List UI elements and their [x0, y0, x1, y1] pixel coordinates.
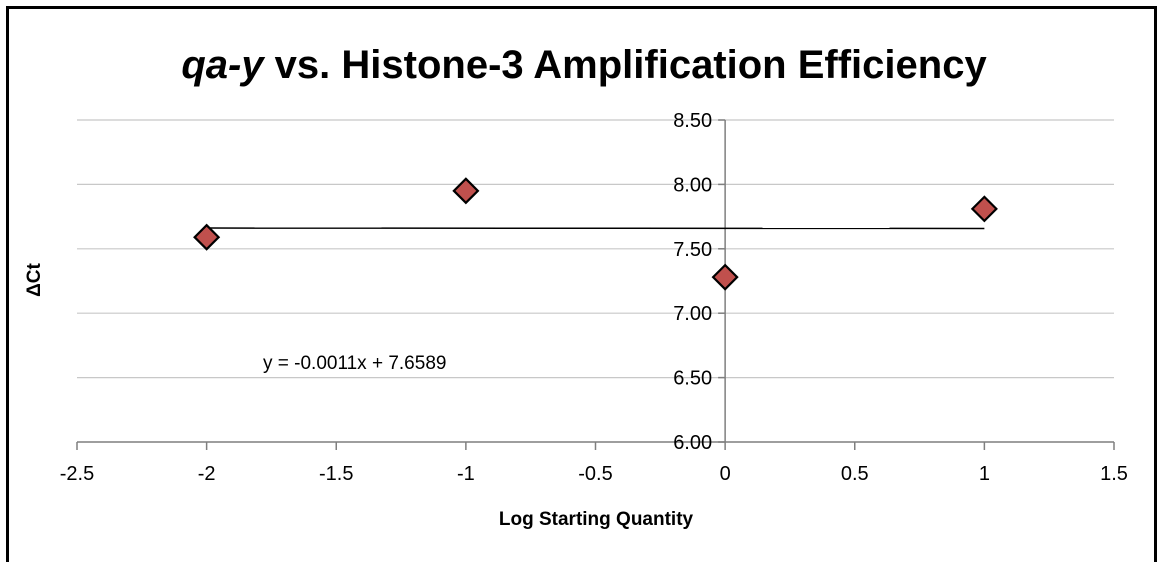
- data-points: [193, 177, 998, 291]
- x-tick-label: -2.5: [60, 463, 94, 485]
- y-axis-label: ΔCt: [24, 262, 45, 296]
- chart-title-rest: vs. Histone-3 Amplification Efficiency: [264, 43, 988, 87]
- y-tick-label: 6.50: [673, 368, 712, 390]
- x-tick-label: 0: [720, 463, 731, 485]
- x-axis-label: Log Starting Quantity: [499, 509, 694, 530]
- y-tick-label: 8.50: [673, 110, 712, 132]
- gridlines: [77, 119, 1114, 379]
- chart-title: qa-y vs. Histone-3 Amplification Efficie…: [181, 43, 987, 87]
- tick-labels: -2.5 -2 -1.5 -1 -0.5 0 0.5 1 1.5 6.00 6.50 7.00 7.50…: [60, 110, 1128, 485]
- chart-frame: [6, 6, 1157, 562]
- data-point-diamond: [193, 223, 221, 251]
- data-point-diamond: [452, 177, 480, 205]
- y-tick-label: 6.00: [673, 432, 712, 454]
- x-tick-label: 0.5: [841, 463, 869, 485]
- x-tick-label: -2: [198, 463, 216, 485]
- x-tick-label: 1.5: [1100, 463, 1128, 485]
- x-tick-label: -1.5: [319, 463, 353, 485]
- chart-title-italic: qa-y: [181, 43, 265, 87]
- y-tick-label: 7.00: [673, 303, 712, 325]
- y-tick-label: 7.50: [673, 239, 712, 261]
- data-point-diamond: [970, 195, 998, 223]
- axes: [76, 119, 1115, 450]
- data-point-diamond: [711, 263, 739, 291]
- trendline-equation: y = -0.0011x + 7.6589: [263, 353, 446, 374]
- x-tick-label: -1: [457, 463, 475, 485]
- x-tick-label: 1: [979, 463, 990, 485]
- x-tick-label: -0.5: [578, 463, 612, 485]
- y-tick-label: 8.00: [673, 174, 712, 196]
